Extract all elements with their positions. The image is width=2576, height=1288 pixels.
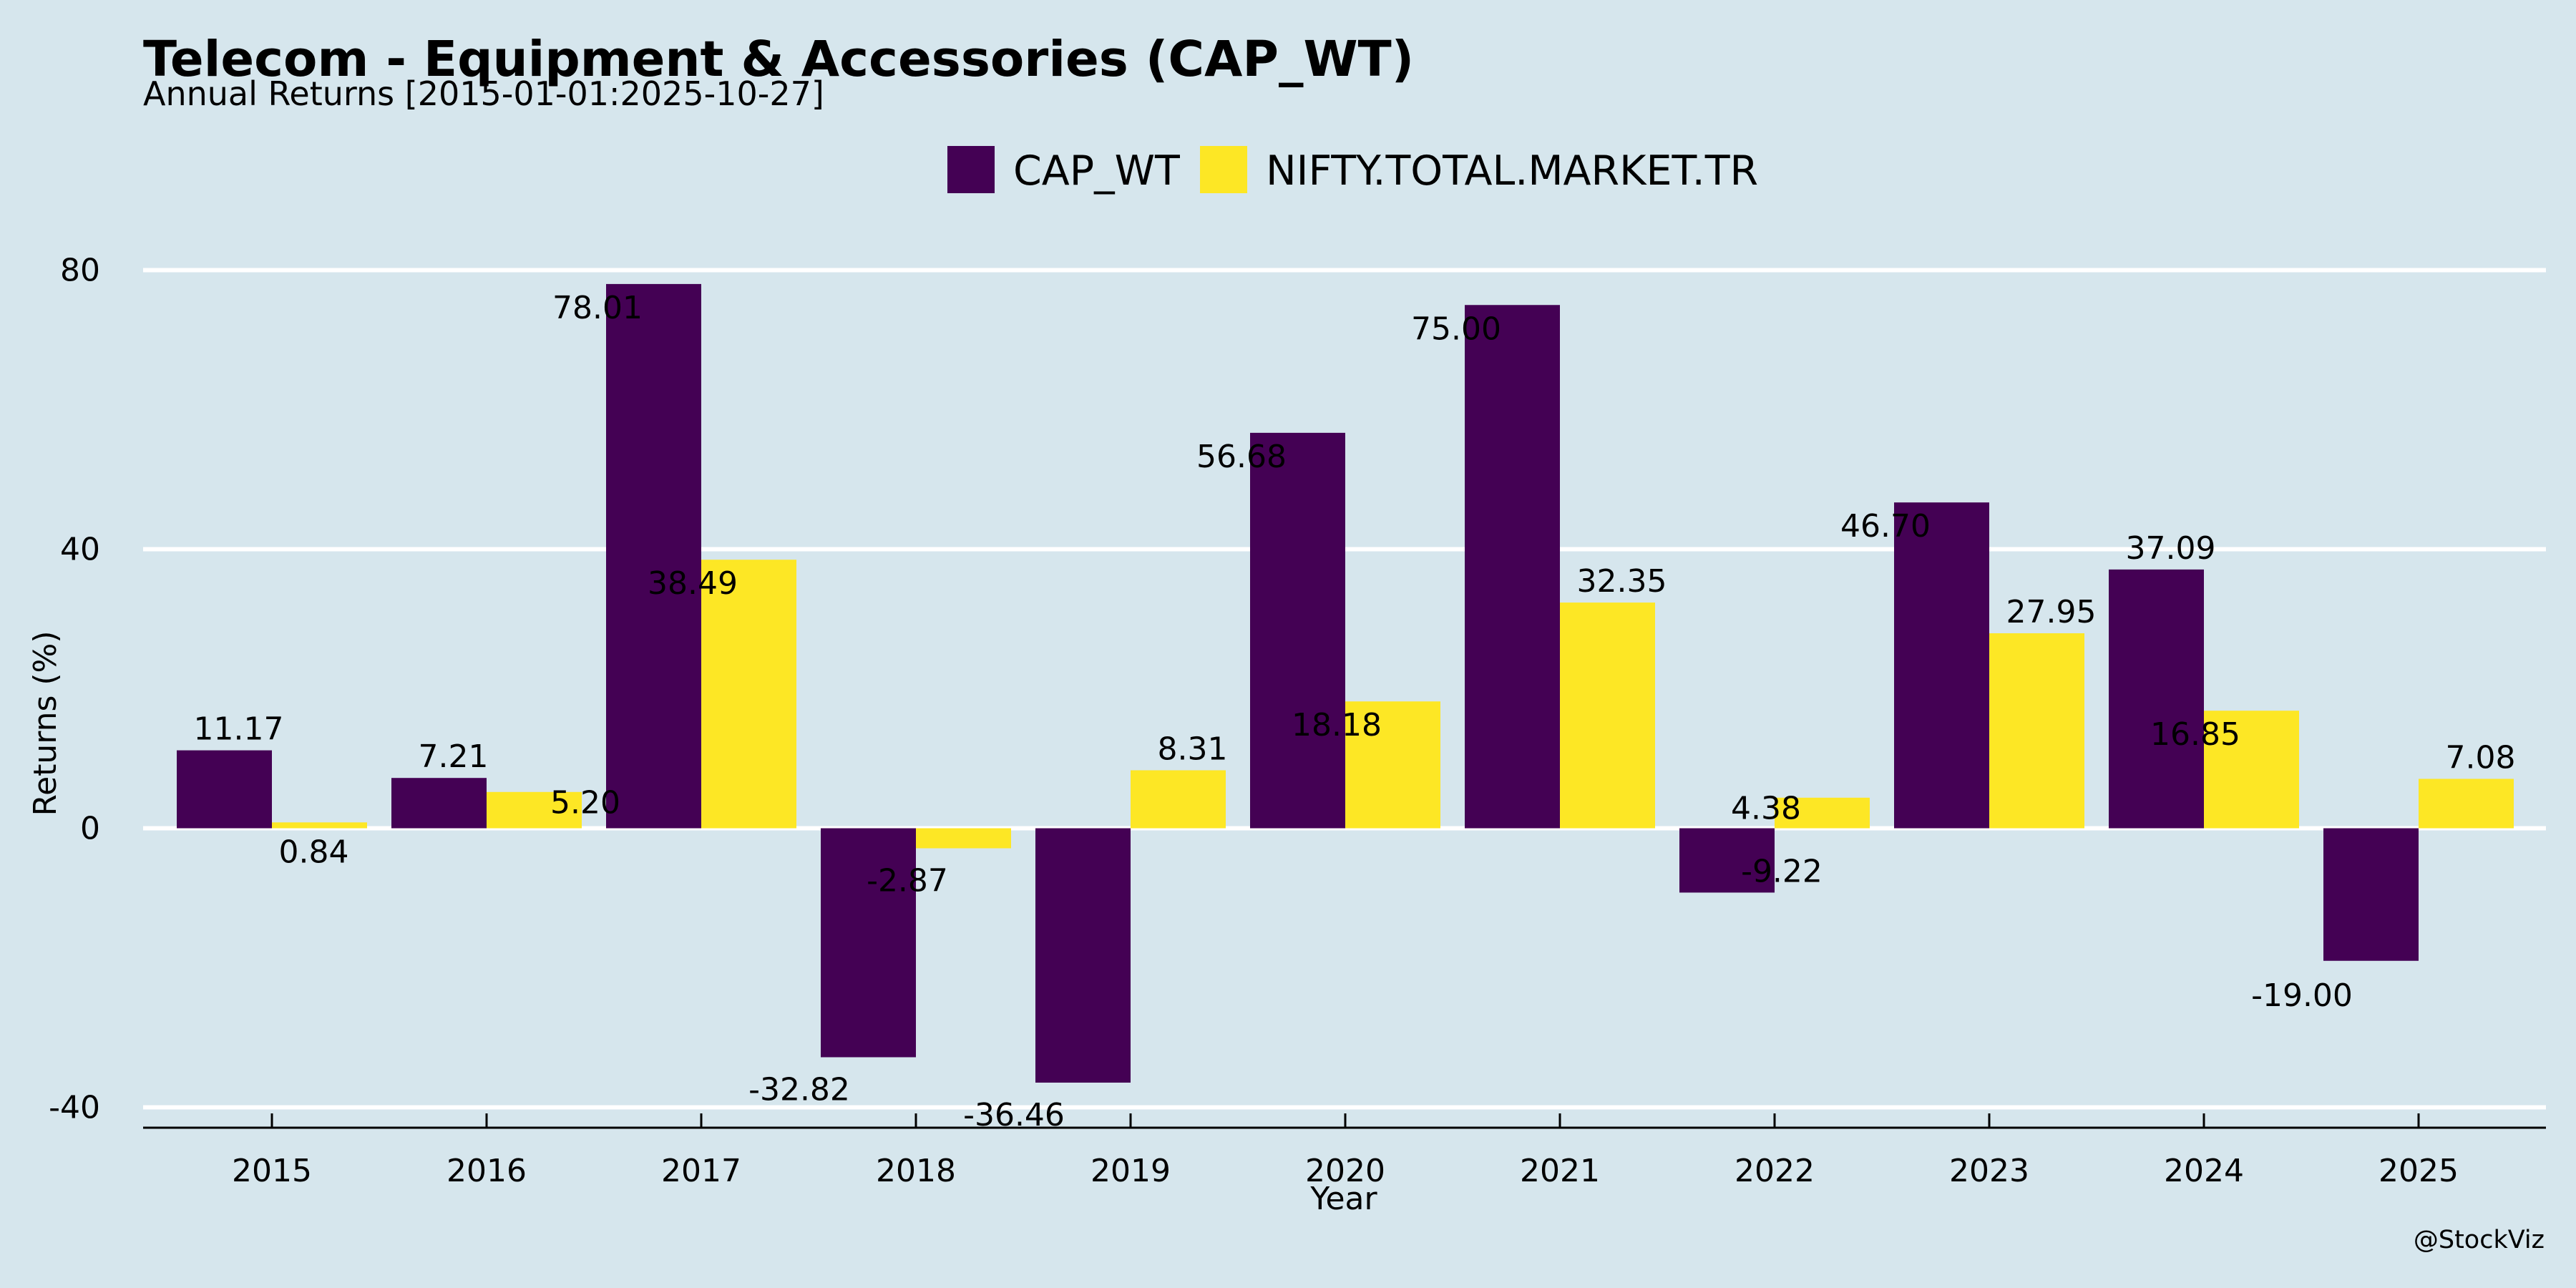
x-tick-label: 2020 — [1305, 1153, 1385, 1189]
y-axis-label: Returns (%) — [27, 630, 64, 816]
data-label-nifty-total-market-tr: 4.38 — [1731, 791, 1801, 827]
legend-label-cap-wt: CAP_WT — [1013, 147, 1180, 195]
legend-label-nifty-total-market-tr: NIFTY.TOTAL.MARKET.TR — [1266, 147, 1758, 195]
legend-swatch-cap-wt — [947, 146, 995, 193]
chart-title: Telecom - Equipment & Accessories (CAP_W… — [143, 31, 1414, 88]
x-tick-label: 2025 — [2379, 1153, 2459, 1189]
data-label-cap-wt: 78.01 — [552, 290, 643, 326]
bar-nifty-total-market-tr — [1131, 770, 1226, 829]
bar-nifty-total-market-tr — [2204, 711, 2299, 829]
data-label-cap-wt: 56.68 — [1196, 439, 1287, 475]
bar-cap-wt — [1465, 305, 1560, 829]
data-label-cap-wt: -9.22 — [1741, 853, 1823, 889]
bar-cap-wt — [2323, 828, 2419, 961]
x-tick-label: 2018 — [876, 1153, 956, 1189]
y-tick-label: 80 — [60, 253, 100, 289]
bar-nifty-total-market-tr — [2419, 779, 2514, 829]
bar-nifty-total-market-tr — [701, 560, 796, 829]
data-labels: 11.17 0.84 7.21 5.20 78.01 38.49 -32.82 -2.87 -3… — [194, 290, 2516, 1133]
x-axis-label: Year — [1309, 1181, 1377, 1217]
data-label-nifty-total-market-tr: 16.85 — [2150, 716, 2240, 753]
bar-cap-wt — [1035, 828, 1131, 1083]
x-tick-label: 2023 — [1949, 1153, 2029, 1189]
data-label-nifty-total-market-tr: 38.49 — [648, 565, 738, 602]
chart-subtitle: Annual Returns [2015-01-01:2025-10-27] — [143, 74, 824, 113]
bar-nifty-total-market-tr — [1775, 797, 1870, 829]
data-label-nifty-total-market-tr: 8.31 — [1158, 731, 1228, 767]
bar-nifty-total-market-tr — [272, 822, 367, 829]
data-label-cap-wt: -32.82 — [748, 1071, 850, 1108]
x-tick-label: 2022 — [1735, 1153, 1815, 1189]
data-label-nifty-total-market-tr: 5.20 — [550, 785, 620, 821]
bar-nifty-total-market-tr — [487, 791, 582, 829]
x-tick-label: 2019 — [1091, 1153, 1171, 1189]
x-tick-label: 2017 — [661, 1153, 741, 1189]
legend-swatch-nifty-total-market-tr — [1200, 146, 1247, 193]
data-label-nifty-total-market-tr: 32.35 — [1577, 563, 1667, 600]
bar-nifty-total-market-tr — [916, 828, 1011, 849]
y-tick-label: 0 — [80, 811, 100, 847]
data-label-cap-wt: 11.17 — [194, 711, 284, 748]
bar-nifty-total-market-tr — [1345, 701, 1440, 829]
data-label-nifty-total-market-tr: 18.18 — [1292, 707, 1382, 743]
bar-cap-wt — [1250, 432, 1345, 829]
bars — [177, 283, 2514, 1083]
data-label-nifty-total-market-tr: -2.87 — [867, 862, 948, 899]
x-tick-label: 2021 — [1520, 1153, 1600, 1189]
bar-cap-wt — [2109, 569, 2204, 829]
x-tick-label: 2016 — [447, 1153, 527, 1189]
legend: CAP_WT NIFTY.TOTAL.MARKET.TR — [947, 146, 1758, 195]
bar-cap-wt — [391, 778, 487, 829]
bar-cap-wt — [1679, 828, 1775, 893]
data-label-cap-wt: 7.21 — [419, 738, 489, 775]
bar-nifty-total-market-tr — [1989, 633, 2084, 829]
axes: -40 0 40 80 2015 2016 2017 2018 2019 2020 2021 2022… — [49, 253, 2546, 1189]
data-label-cap-wt: 75.00 — [1411, 311, 1501, 347]
y-tick-label: 40 — [60, 532, 100, 568]
data-label-nifty-total-market-tr: 0.84 — [279, 834, 349, 871]
data-label-nifty-total-market-tr: 7.08 — [2446, 739, 2516, 776]
bar-cap-wt — [821, 828, 916, 1058]
x-tick-label: 2024 — [2164, 1153, 2244, 1189]
credit: @StockViz — [2414, 1226, 2545, 1254]
data-label-cap-wt: 46.70 — [1840, 508, 1931, 545]
y-tick-label: -40 — [49, 1090, 100, 1126]
bar-nifty-total-market-tr — [1560, 602, 1655, 829]
x-tick-label: 2015 — [232, 1153, 312, 1189]
bar-cap-wt — [1894, 502, 1989, 829]
data-label-cap-wt: 37.09 — [2126, 530, 2216, 567]
data-label-nifty-total-market-tr: 27.95 — [2006, 594, 2097, 630]
bar-cap-wt — [606, 283, 701, 829]
data-label-cap-wt: -36.46 — [963, 1097, 1065, 1133]
data-label-cap-wt: -19.00 — [2251, 977, 2353, 1014]
bar-cap-wt — [177, 750, 272, 829]
